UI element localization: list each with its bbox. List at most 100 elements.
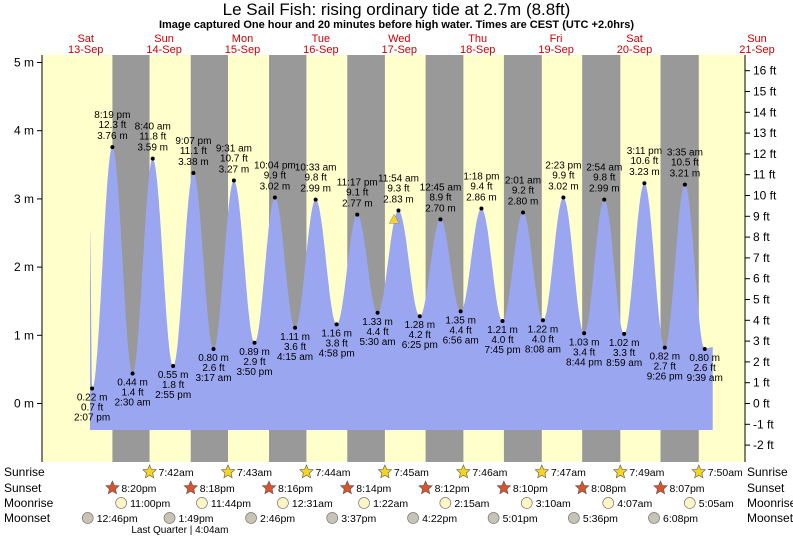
moonset-time: 5:01pm: [503, 513, 538, 525]
moonrise-icon: [683, 497, 696, 509]
tide-point: [90, 386, 95, 391]
low-tide-time: 7:45 pm: [484, 345, 520, 356]
low-tide-time: 2:07 pm: [74, 412, 110, 423]
tide-point: [458, 309, 463, 314]
moonset-icon: [407, 512, 419, 524]
low-tide-time: 8:59 am: [606, 358, 642, 369]
tick-label-ft: 8 ft: [753, 230, 770, 244]
low-tide-m: 0.89 m: [239, 347, 270, 358]
low-tide-time: 8:44 pm: [566, 357, 602, 368]
tide-point: [438, 217, 443, 222]
high-tide-ft: 9.8 ft: [593, 173, 615, 184]
moonrise-time: 5:05am: [699, 498, 734, 510]
moonset-time: 12:46pm: [97, 513, 138, 525]
high-tide-time: 10:33 am: [295, 163, 337, 174]
low-tide-ft: 2.7 ft: [654, 362, 676, 373]
sunset-time: 8:08pm: [591, 483, 626, 495]
high-tide-ft: 9.4 ft: [470, 181, 492, 192]
sunset-time: 8:12pm: [435, 483, 470, 495]
high-tide-time: 1:18 pm: [463, 171, 499, 182]
low-tide-ft: 4.4 ft: [450, 325, 472, 336]
tide-point: [272, 195, 277, 200]
sunset-label-left: Sunset: [4, 481, 42, 495]
high-tide-ft: 9.2 ft: [512, 186, 534, 197]
tick-label-ft: 0 ft: [753, 397, 770, 411]
tide-point: [520, 210, 525, 215]
sunset-icon: [183, 480, 199, 495]
moonset-label-right: Moonset: [747, 511, 793, 525]
low-tide-ft: 2.9 ft: [243, 357, 265, 368]
high-tide-m: 2.80 m: [508, 197, 539, 208]
low-tide-m: 0.55 m: [158, 370, 189, 381]
high-tide-time: 9:07 pm: [175, 136, 211, 147]
tide-point: [642, 181, 647, 186]
sunrise-time: 7:42am: [159, 467, 194, 479]
low-tide-ft: 1.4 ft: [121, 387, 143, 398]
moonset-icon: [326, 512, 339, 524]
tide-point: [110, 145, 115, 150]
low-tide-ft: 2.6 ft: [694, 363, 716, 374]
sunset-time: 8:14pm: [356, 483, 391, 495]
high-tide-ft: 9.8 ft: [305, 173, 327, 184]
high-tide-ft: 12.3 ft: [98, 120, 126, 131]
high-tide-time: 9:31 am: [216, 143, 252, 154]
tick-label-ft: 1 ft: [753, 376, 770, 390]
tide-point: [500, 318, 505, 323]
high-tide-m: 2.86 m: [466, 192, 497, 203]
current-level-marker: [388, 213, 400, 224]
tick-label-ft: 14 ft: [753, 105, 777, 119]
moonrise-icon: [277, 497, 289, 509]
day-name: Sat: [77, 33, 94, 45]
high-tide-ft: 9.1 ft: [346, 188, 368, 199]
high-tide-time: 11:54 am: [378, 173, 419, 184]
low-tide-ft: 2.6 ft: [202, 363, 224, 374]
day-name: Thu: [468, 33, 487, 45]
low-tide-m: 1.16 m: [321, 328, 352, 339]
low-tide-m: 0.80 m: [198, 353, 229, 364]
high-tide-time: 2:23 pm: [545, 161, 581, 172]
moonset-label-left: Moonset: [4, 511, 51, 525]
tick-label-ft: 11 ft: [753, 168, 776, 182]
chart-title: Le Sail Fish: rising ordinary tide at 2.…: [222, 0, 571, 19]
sunrise-time: 7:49am: [629, 467, 664, 479]
moonrise-icon: [196, 497, 208, 509]
low-tide-ft: 0.7 ft: [81, 402, 103, 413]
low-tide-time: 6:25 pm: [402, 340, 438, 351]
moonset-icon: [81, 512, 94, 524]
tick-label-ft: 4 ft: [753, 313, 770, 327]
tick-label-m: 4 m: [14, 124, 34, 138]
low-tide-time: 5:30 am: [359, 337, 395, 348]
day-name: Sun: [154, 33, 174, 45]
tide-point: [334, 322, 339, 327]
moonrise-icon: [439, 497, 452, 509]
moonset-time: 1:49pm: [179, 513, 214, 525]
tide-point: [231, 178, 236, 183]
sunset-time: 8:10pm: [513, 483, 548, 495]
tide-point: [293, 325, 298, 330]
sunset-icon: [574, 480, 590, 495]
day-date: 17-Sep: [382, 44, 417, 56]
day-name: Tue: [312, 33, 331, 45]
moonset-icon: [163, 512, 176, 524]
tide-point: [313, 197, 318, 202]
tick-label-ft: -2 ft: [753, 438, 774, 452]
tick-label-ft: 9 ft: [753, 209, 770, 223]
low-tide-m: 0.82 m: [650, 352, 681, 363]
tide-point: [396, 208, 401, 213]
tick-label-m: 2 m: [14, 260, 34, 274]
day-date: 14-Sep: [146, 44, 181, 56]
high-tide-time: 11:17 pm: [337, 178, 378, 189]
high-tide-ft: 9.3 ft: [387, 183, 409, 194]
tide-point: [582, 331, 587, 336]
day-date: 13-Sep: [68, 44, 103, 56]
low-tide-time: 3:50 pm: [236, 367, 272, 378]
sunrise-label-right: Sunrise: [747, 465, 788, 479]
sun-moon-table: Sunrise Sunrise 7:42am 7:43am 7:44am 7:45am 7:…: [4, 464, 793, 536]
low-tide-m: 1.35 m: [445, 315, 476, 326]
day-labels: Sat13-SepSun14-SepMon15-SepTue16-SepWed1…: [68, 33, 775, 56]
sunrise-icon: [299, 464, 314, 479]
sunrise-time: 7:45am: [394, 467, 429, 479]
sunrise-icon: [455, 464, 471, 479]
sunrise-icon: [612, 464, 628, 479]
